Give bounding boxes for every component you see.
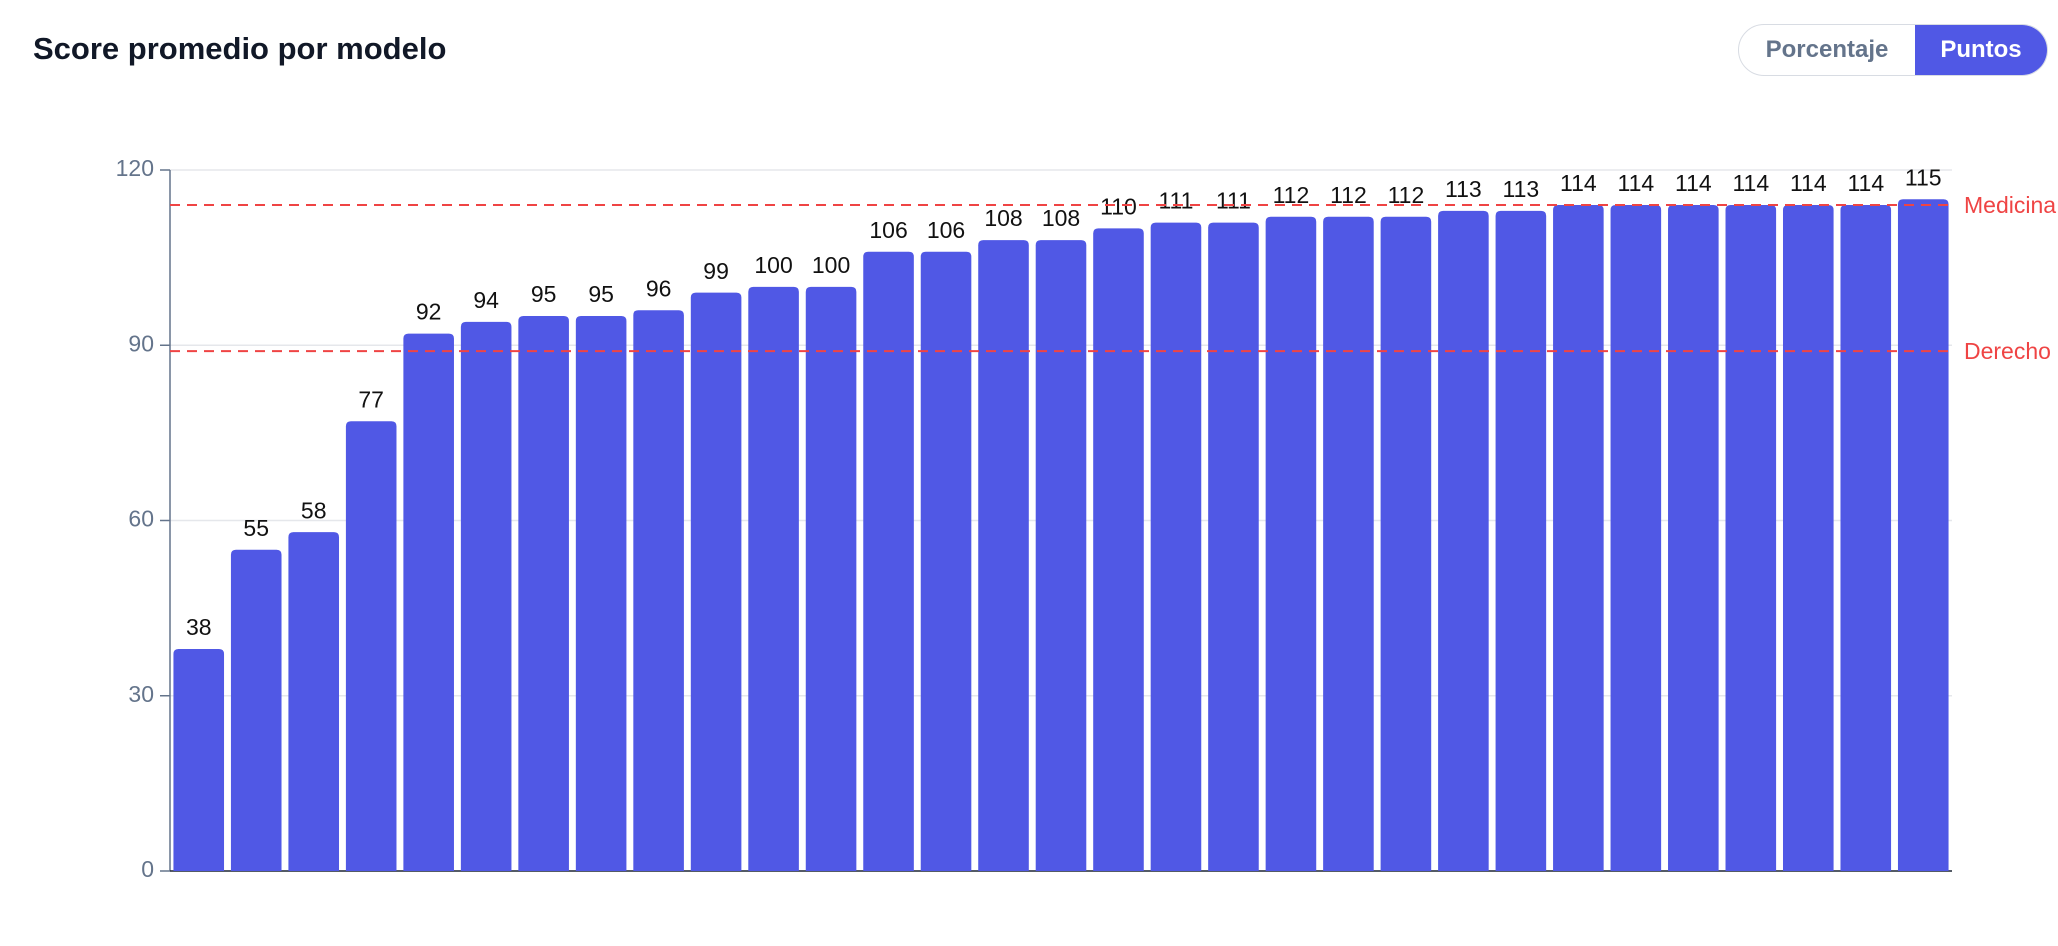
data-label: 92 xyxy=(416,299,442,325)
bar xyxy=(1150,222,1202,871)
data-label: 95 xyxy=(588,281,614,307)
data-label: 94 xyxy=(473,287,499,313)
data-label: 77 xyxy=(358,386,384,412)
bar xyxy=(1668,205,1719,872)
data-label: 112 xyxy=(1273,182,1310,208)
bar xyxy=(1840,205,1892,872)
bar xyxy=(1438,210,1489,871)
bar xyxy=(575,316,627,872)
bar xyxy=(1093,228,1144,871)
data-label: 106 xyxy=(869,217,907,243)
bar xyxy=(460,321,512,872)
bar xyxy=(288,532,340,871)
data-label: 58 xyxy=(301,497,327,523)
bar xyxy=(1380,216,1432,871)
bar xyxy=(690,292,742,871)
data-label: 115 xyxy=(1905,164,1942,190)
data-label: 114 xyxy=(1675,170,1712,196)
bar xyxy=(345,421,397,871)
data-label: 111 xyxy=(1216,188,1251,214)
bar xyxy=(1553,205,1604,872)
bar xyxy=(633,310,684,871)
data-label: 100 xyxy=(754,252,792,278)
data-label: 112 xyxy=(1388,182,1425,208)
data-label: 113 xyxy=(1445,176,1482,202)
y-tick-label: 120 xyxy=(116,155,154,181)
y-tick-label: 90 xyxy=(128,330,154,356)
y-tick-label: 0 xyxy=(141,856,154,882)
chart-title: Score promedio por modelo xyxy=(33,31,446,66)
data-label: 108 xyxy=(984,205,1022,231)
bar xyxy=(1897,199,1949,872)
data-label: 114 xyxy=(1790,170,1827,196)
bar xyxy=(863,251,914,872)
data-label: 114 xyxy=(1618,170,1655,196)
bar xyxy=(1035,240,1087,872)
data-label: 113 xyxy=(1503,176,1540,202)
data-label: 95 xyxy=(531,281,557,307)
data-label: 108 xyxy=(1042,205,1080,231)
bar xyxy=(1610,205,1662,872)
data-label: 112 xyxy=(1330,182,1367,208)
data-label: 100 xyxy=(812,252,850,278)
y-tick-label: 30 xyxy=(128,681,154,707)
reference-label: Medicina xyxy=(1964,192,2056,218)
data-label: 114 xyxy=(1847,170,1884,196)
reference-label: Derecho xyxy=(1964,338,2051,364)
data-label: 110 xyxy=(1100,193,1137,219)
bar xyxy=(1495,210,1547,871)
data-label: 99 xyxy=(703,258,729,284)
data-label: 38 xyxy=(186,614,212,640)
bar xyxy=(1208,222,1259,871)
toggle-option[interactable]: Porcentaje xyxy=(1765,36,1889,63)
bar xyxy=(805,286,857,871)
bar xyxy=(403,333,454,872)
bar xyxy=(518,316,569,872)
bar xyxy=(1323,216,1374,871)
data-label: 114 xyxy=(1732,170,1769,196)
bar xyxy=(1265,216,1317,871)
bar xyxy=(173,649,225,871)
bar xyxy=(1725,205,1777,872)
y-tick-label: 60 xyxy=(128,506,154,532)
data-label: 114 xyxy=(1560,170,1597,196)
data-label: 106 xyxy=(927,217,965,243)
bar xyxy=(920,251,972,872)
bar xyxy=(748,286,799,871)
toggle-group: Porcentaje Puntos xyxy=(1738,24,2048,76)
bar xyxy=(978,240,1029,872)
toggle-option[interactable]: Puntos xyxy=(1915,25,2047,75)
bar xyxy=(230,549,282,871)
bar xyxy=(1782,205,1834,872)
data-label: 55 xyxy=(243,515,269,541)
data-label: 96 xyxy=(646,275,672,301)
data-label: 111 xyxy=(1158,188,1193,214)
